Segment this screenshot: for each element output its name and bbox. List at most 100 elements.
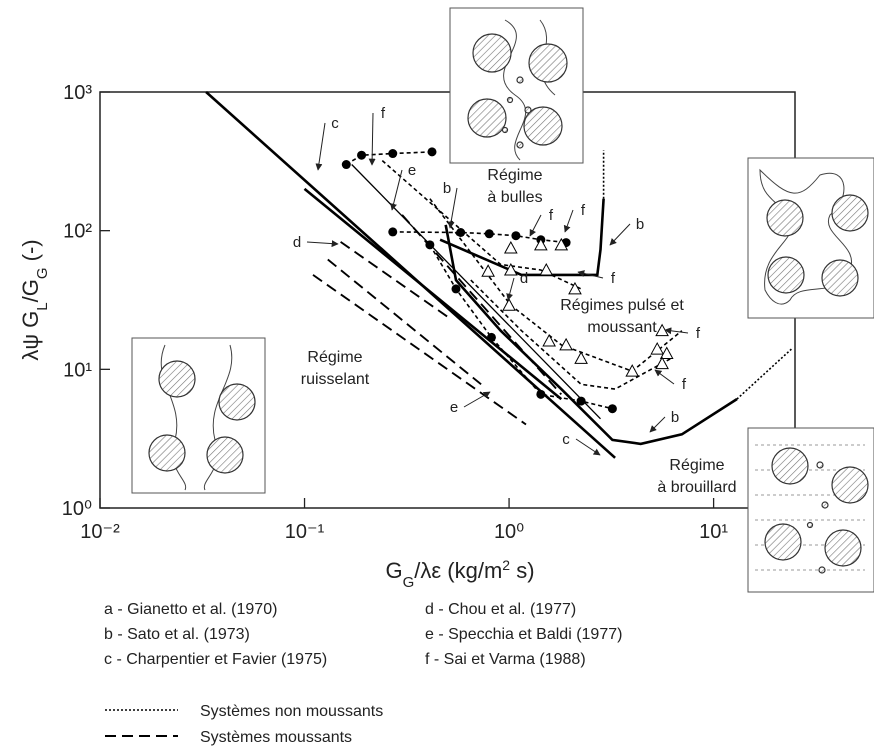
reference: e - Specchia et Baldi (1977) [425, 626, 622, 643]
label-part: G [403, 574, 415, 591]
annotation: f [549, 207, 554, 224]
annotation: f [581, 202, 586, 219]
annotation: c [331, 115, 339, 132]
point [542, 333, 556, 347]
annotation: f [696, 325, 701, 342]
curve [381, 159, 582, 290]
annotation-arrow [529, 214, 542, 237]
annotation: f [611, 270, 616, 287]
label-part: /G [18, 279, 43, 302]
point [576, 396, 586, 406]
point [536, 389, 546, 399]
region-label: ruisselant [301, 371, 370, 388]
annotation-arrow [506, 277, 515, 301]
annotation: b [671, 409, 679, 426]
point [451, 284, 461, 294]
point [534, 237, 548, 251]
y-tick-label: 10² [63, 221, 92, 243]
annotation: e [450, 399, 458, 416]
curve [312, 274, 527, 426]
curve [345, 151, 433, 166]
point [568, 281, 582, 295]
curve [401, 214, 563, 396]
point [625, 364, 640, 377]
region-label: à brouillard [657, 479, 736, 496]
annotation: d [293, 234, 301, 251]
x-tick-label: 10⁻² [80, 521, 120, 543]
reference: b - Sato et al. (1973) [104, 626, 250, 643]
annotation-arrow [664, 327, 689, 335]
point [655, 356, 669, 370]
annotation: d [520, 270, 528, 287]
point [554, 237, 569, 251]
reference: c - Charpentier et Favier (1975) [104, 651, 327, 668]
inset-trickle [131, 337, 266, 494]
x-axis-label: GG/λε (kg/m2 s) [385, 557, 534, 591]
annotation: b [443, 180, 451, 197]
x-tick-label: 10⁻¹ [285, 521, 325, 543]
label-part: G [385, 558, 402, 583]
annotation-arrow [649, 416, 666, 433]
curve [303, 187, 563, 401]
point [511, 231, 521, 241]
label-part: L [34, 302, 51, 310]
point [659, 346, 674, 360]
point [539, 263, 554, 276]
point [456, 228, 466, 238]
point [357, 150, 367, 160]
point [341, 160, 351, 170]
region-label: Régime [487, 167, 542, 184]
point [502, 298, 516, 311]
curve [429, 198, 683, 373]
x-tick-label: 10¹ [699, 521, 728, 543]
point [486, 332, 496, 342]
label-part: 2 [502, 557, 510, 573]
y-tick-label: 10⁰ [62, 498, 92, 520]
legend: a - Gianetto et al. (1970) b - Sato et al… [104, 601, 622, 746]
annotation: f [381, 105, 386, 122]
y-axis-label: λψ GL/GG (-) [18, 239, 51, 360]
point [503, 263, 518, 276]
inset-bubble [449, 7, 584, 164]
point [559, 337, 573, 351]
annotation: e [408, 162, 416, 179]
annotation: f [682, 376, 687, 393]
annotation-arrow [368, 112, 376, 166]
annotation-arrow [447, 187, 458, 229]
y-tick-label: 10³ [63, 82, 92, 104]
annotation-arrow [390, 169, 403, 211]
label-part: s) [510, 558, 534, 583]
curve [429, 244, 613, 410]
point [388, 227, 398, 237]
annotation-arrow [609, 223, 631, 246]
annotation-arrow [654, 369, 675, 385]
annotation-arrow [306, 240, 339, 248]
region-label: Régime [669, 457, 724, 474]
label-part: (-) [18, 239, 43, 267]
reference: d - Chou et al. (1977) [425, 601, 576, 618]
annotation-arrow [463, 391, 491, 408]
annotation: c [562, 431, 570, 448]
annotation-arrow [577, 270, 604, 279]
region-label: à bulles [487, 189, 542, 206]
reference: f - Sai et Varma (1988) [425, 651, 586, 668]
point [388, 149, 398, 159]
point [574, 351, 588, 364]
curve [736, 348, 792, 400]
inset-mist [747, 427, 874, 593]
annotation: b [636, 216, 644, 233]
point [484, 229, 494, 239]
curve [444, 224, 738, 446]
region-label: Régime [307, 349, 362, 366]
point [650, 342, 665, 355]
annotation-arrow [575, 438, 601, 456]
point [503, 240, 518, 254]
curve [392, 231, 567, 244]
region-label: Régimes pulsé et [560, 297, 684, 314]
reference: a - Gianetto et al. (1970) [104, 601, 277, 618]
curve [340, 241, 452, 320]
region-label: moussant [587, 319, 657, 336]
point [427, 147, 437, 157]
